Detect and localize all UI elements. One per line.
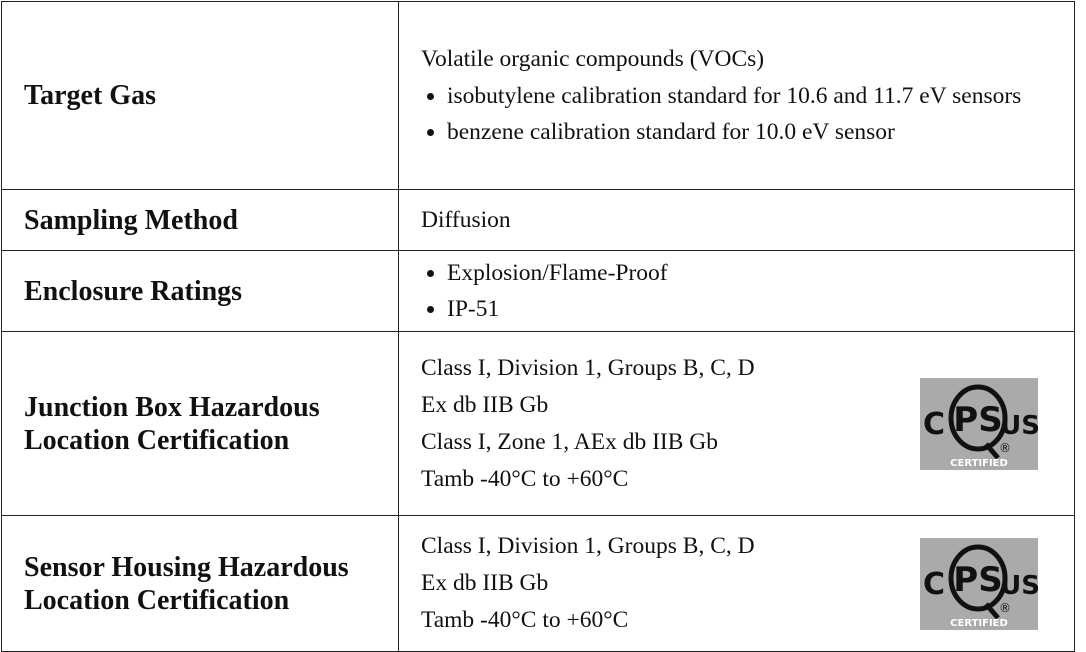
row-content: Volatile organic compounds (VOCs) isobuty… (398, 1, 1075, 190)
row-label: Target Gas (1, 1, 399, 190)
bullet-item: IP-51 (447, 291, 1073, 327)
content-line: Ex db IIB Gb (421, 391, 549, 418)
content-line: Volatile organic compounds (VOCs) (421, 46, 765, 72)
content-line: Diffusion (421, 206, 511, 233)
row-label: Sampling Method (1, 189, 399, 251)
logo-ps: PS (953, 560, 1002, 600)
logo-certified: CERTIFIED (950, 618, 1008, 629)
logo-tail (984, 601, 1000, 620)
content-line: Tamb -40°C to +60°C (421, 465, 629, 492)
row-label: Enclosure Ratings (1, 250, 399, 332)
content-line: Tamb -40°C to +60°C (421, 607, 629, 633)
table-row: Sampling Method Diffusion (1, 189, 1075, 251)
bullet-item: Explosion/Flame-Proof (447, 255, 1073, 291)
row-content: Class I, Division 1, Groups B, C, D Ex db… (398, 331, 1075, 516)
content-line: Class I, Zone 1, AEx db IIB Gb (421, 428, 718, 455)
table-row: Sensor Housing Hazardous Location Certif… (1, 515, 1075, 652)
logo-us: US (1000, 571, 1038, 601)
content-line: Class I, Division 1, Groups B, C, D (421, 354, 755, 381)
row-content: Diffusion (398, 189, 1075, 251)
row-content: Explosion/Flame-ProofIP-51 (398, 250, 1075, 332)
logo-ring (948, 384, 1008, 451)
table-row: Target Gas Volatile organic compounds (VO… (1, 1, 1075, 190)
content-line: Ex db IIB Gb (421, 570, 549, 596)
logo-certified: CERTIFIED (950, 458, 1008, 469)
logo-reg: ® (999, 601, 1011, 615)
logo-us: US (1000, 411, 1038, 441)
content-line: Class I, Division 1, Groups B, C, D (421, 533, 755, 559)
logo-tail (984, 441, 1000, 460)
table-row: Junction Box Hazardous Location Certific… (1, 331, 1075, 516)
logo-ps: PS (953, 400, 1002, 440)
logo-bg (920, 377, 1038, 470)
bullet-item: isobutylene calibration standard for 10.… (447, 78, 1073, 114)
logo-bg (920, 537, 1038, 630)
logo-c: C (923, 407, 945, 442)
bullet-list: Explosion/Flame-ProofIP-51 (421, 255, 1073, 327)
logo-reg: ® (999, 441, 1011, 455)
table-row: Enclosure Ratings Explosion/Flame-ProofIP… (1, 250, 1075, 332)
row-label: Junction Box Hazardous Location Certific… (1, 331, 399, 516)
bullet-list: isobutylene calibration standard for 10.… (421, 78, 1073, 150)
bullet-item: benzene calibration standard for 10.0 eV… (447, 114, 1073, 150)
row-label: Sensor Housing Hazardous Location Certif… (1, 515, 399, 652)
logo-c: C (923, 567, 945, 602)
row-content: Class I, Division 1, Groups B, C, D Ex db… (398, 515, 1075, 652)
logo-ring (948, 544, 1008, 611)
